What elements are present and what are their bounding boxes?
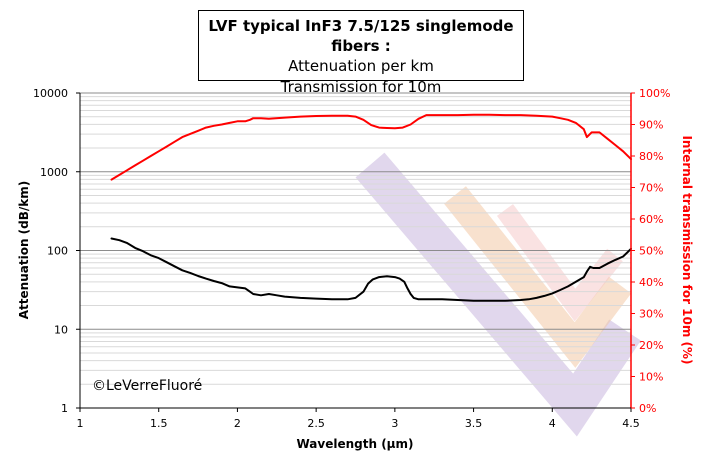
y-right-tick-label: 70% bbox=[639, 182, 663, 195]
x-axis-label: Wavelength (µm) bbox=[296, 437, 413, 451]
chart-title-box: LVF typical InF3 7.5/125 singlemode fibe… bbox=[198, 10, 524, 96]
x-tick-label: 2.5 bbox=[307, 417, 325, 430]
y-right-tick-label: 0% bbox=[639, 402, 656, 415]
x-tick-label: 4 bbox=[549, 417, 556, 430]
y-right-tick-label: 20% bbox=[639, 339, 663, 352]
transmission-series-line bbox=[110, 113, 632, 181]
x-tick-label: 4.5 bbox=[622, 417, 640, 430]
y-axis-label: Attenuation (dB/km) bbox=[17, 181, 31, 319]
y-axis-right-label: Internal transmission for 10m (%) bbox=[680, 135, 694, 364]
y-right-tick-label: 50% bbox=[639, 245, 663, 258]
x-tick-label: 3.5 bbox=[465, 417, 483, 430]
watermark-chevron-1 bbox=[444, 186, 632, 368]
y-right-tick-label: 40% bbox=[639, 276, 663, 289]
y-tick-label: 10000 bbox=[33, 87, 68, 100]
chart-subtitle-attenuation: Attenuation per km bbox=[288, 57, 434, 75]
y-tick-label: 100 bbox=[47, 245, 68, 258]
y-tick-label: 10 bbox=[54, 323, 68, 336]
tick-labels: 1 1.5 2 2.5 3 3.5 4 4.5 1 10 100 1000 10000 0% 10% 20% 3… bbox=[33, 87, 670, 430]
y-right-tick-label: 10% bbox=[639, 371, 663, 384]
watermark-chevron-2 bbox=[496, 204, 623, 322]
y-right-tick-label: 80% bbox=[639, 150, 663, 163]
x-tick-label: 1 bbox=[77, 417, 84, 430]
y-right-tick-label: 100% bbox=[639, 87, 670, 100]
watermark-logo bbox=[355, 152, 641, 437]
y-right-tick-label: 60% bbox=[639, 213, 663, 226]
y-tick-label: 1000 bbox=[40, 166, 68, 179]
y-tick-label: 1 bbox=[61, 402, 68, 415]
x-tick-label: 1.5 bbox=[150, 417, 168, 430]
y-right-tick-label: 90% bbox=[639, 119, 663, 132]
y-right-tick-label: 30% bbox=[639, 308, 663, 321]
x-tick-label: 3 bbox=[391, 417, 398, 430]
gridlines bbox=[80, 92, 631, 409]
axes bbox=[76, 92, 635, 412]
chart-title: LVF typical InF3 7.5/125 singlemode fibe… bbox=[208, 17, 514, 55]
plot-area bbox=[110, 113, 632, 302]
copyright-annotation: ©LeVerreFluoré bbox=[92, 378, 202, 394]
attenuation-series-line bbox=[110, 237, 632, 302]
x-tick-label: 2 bbox=[234, 417, 241, 430]
chart-subtitle-transmission: Transmission for 10m bbox=[280, 78, 442, 96]
watermark-chevron-0 bbox=[355, 152, 641, 437]
